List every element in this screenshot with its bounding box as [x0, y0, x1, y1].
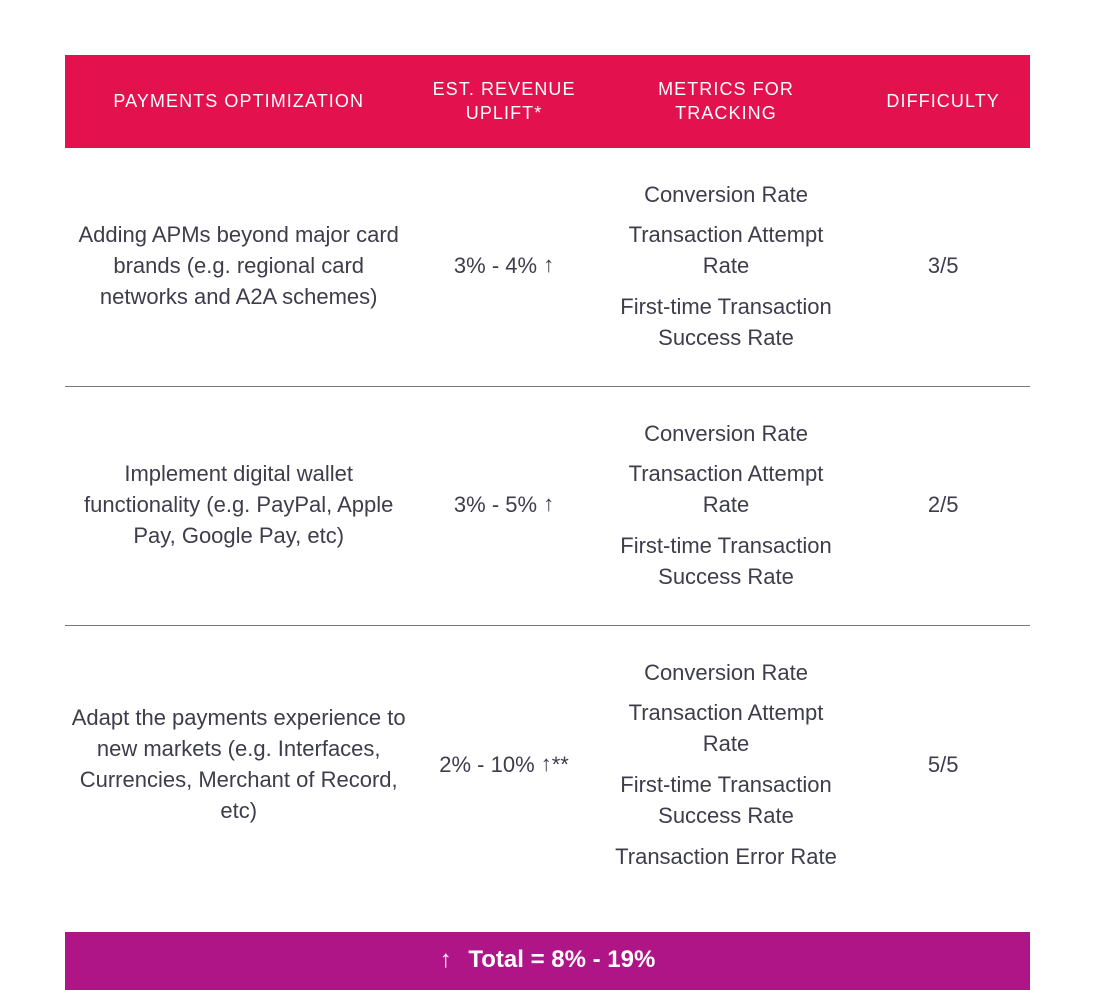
metric-item: Transaction Attempt Rate	[606, 459, 847, 521]
total-label: Total = 8% - 19%	[468, 946, 655, 973]
table-row: Adapt the payments experience to new mar…	[65, 625, 1030, 904]
payments-optimization-table: PAYMENTS OPTIMIZATION EST. REVENUE UPLIF…	[65, 55, 1030, 904]
difficulty-cell: 5/5	[856, 625, 1030, 904]
header-difficulty: DIFFICULTY	[856, 55, 1030, 148]
metric-item: Conversion Rate	[606, 658, 847, 689]
uplift-cell: 3% - 5% ↑	[412, 386, 595, 625]
metric-item: Conversion Rate	[606, 419, 847, 450]
uplift-value: 3% - 4%	[454, 253, 543, 278]
metric-item: Transaction Attempt Rate	[606, 698, 847, 760]
uplift-cell: 2% - 10% ↑**	[412, 625, 595, 904]
metric-item: Conversion Rate	[606, 180, 847, 211]
metrics-cell: Conversion Rate Transaction Attempt Rate F…	[596, 148, 857, 386]
difficulty-cell: 3/5	[856, 148, 1030, 386]
optimization-cell: Implement digital wallet functionality (…	[65, 386, 412, 625]
metric-item: Transaction Error Rate	[606, 842, 847, 873]
arrow-up-icon: ↑	[541, 749, 552, 780]
table-row: Implement digital wallet functionality (…	[65, 386, 1030, 625]
table-body: Adding APMs beyond major card brands (e.…	[65, 148, 1030, 905]
uplift-suffix: **	[552, 752, 569, 777]
metric-item: First-time Transaction Success Rate	[606, 531, 847, 593]
metric-item: First-time Transaction Success Rate	[606, 292, 847, 354]
table-row: Adding APMs beyond major card brands (e.…	[65, 148, 1030, 386]
metrics-cell: Conversion Rate Transaction Attempt Rate F…	[596, 625, 857, 904]
arrow-up-icon: ↑	[543, 489, 554, 520]
uplift-cell: 3% - 4% ↑	[412, 148, 595, 386]
table-container: PAYMENTS OPTIMIZATION EST. REVENUE UPLIF…	[0, 0, 1095, 990]
metric-item: Transaction Attempt Rate	[606, 220, 847, 282]
optimization-cell: Adding APMs beyond major card brands (e.…	[65, 148, 412, 386]
uplift-value: 3% - 5%	[454, 492, 543, 517]
difficulty-cell: 2/5	[856, 386, 1030, 625]
header-metrics: METRICS FOR TRACKING	[596, 55, 857, 148]
header-optimization: PAYMENTS OPTIMIZATION	[65, 55, 412, 148]
optimization-cell: Adapt the payments experience to new mar…	[65, 625, 412, 904]
metric-item: First-time Transaction Success Rate	[606, 770, 847, 832]
header-uplift: EST. REVENUE UPLIFT*	[412, 55, 595, 148]
metrics-cell: Conversion Rate Transaction Attempt Rate F…	[596, 386, 857, 625]
uplift-value: 2% - 10%	[439, 752, 541, 777]
arrow-up-icon: ↑	[543, 250, 554, 281]
arrow-up-icon: ↑	[440, 946, 452, 974]
table-header: PAYMENTS OPTIMIZATION EST. REVENUE UPLIF…	[65, 55, 1030, 148]
